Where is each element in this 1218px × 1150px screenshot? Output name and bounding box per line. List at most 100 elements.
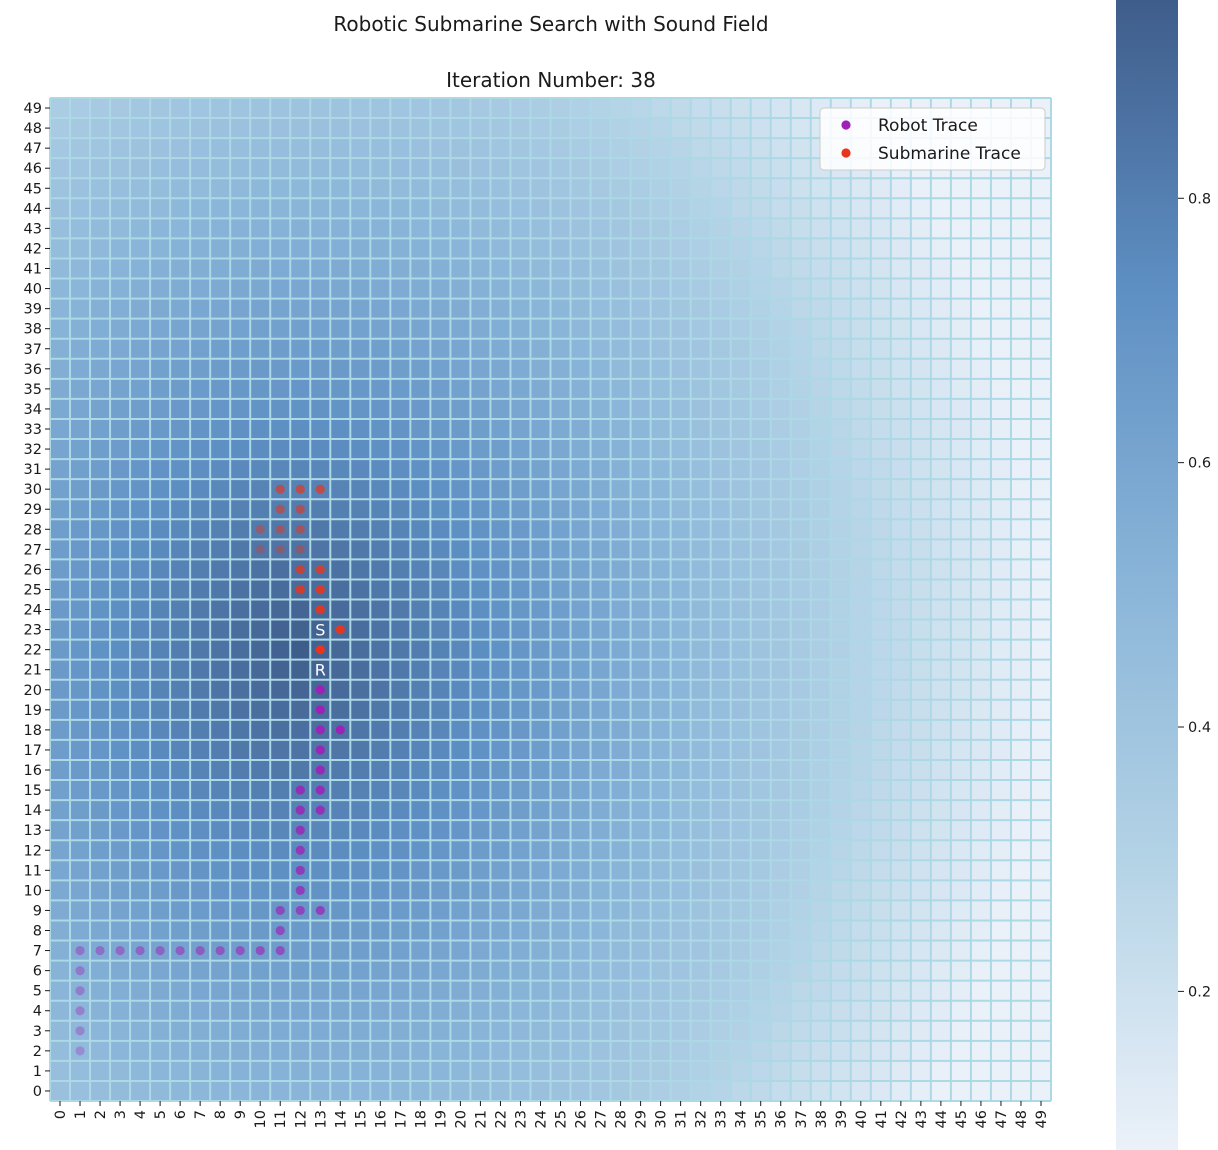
heatmap-cell [230,358,251,380]
heatmap-cell [230,439,251,460]
heatmap-cell [570,499,591,520]
heatmap-cell [810,418,832,440]
heatmap-cell [610,459,631,480]
heatmap-cell [970,699,992,721]
y-tick-label: 27 [24,542,42,558]
heatmap-cell [690,298,711,319]
heatmap-cell [130,1080,151,1102]
heatmap-cell [870,719,892,741]
heatmap-cell [750,699,772,721]
heatmap-cell [710,499,731,520]
heatmap-cell [90,940,111,961]
heatmap-cell [550,338,571,360]
heatmap-cell [50,739,71,761]
heatmap-cell [130,860,151,881]
heatmap-cell [610,619,631,640]
heatmap-cell [490,138,511,159]
heatmap-cell [650,739,671,761]
heatmap-cell [190,739,211,761]
heatmap-cell [670,579,691,600]
heatmap-cell [570,1060,591,1082]
heatmap-cell [770,679,792,701]
heatmap-cell [970,178,992,199]
heatmap-cell [490,940,511,961]
robot-trace-point [195,945,205,956]
heatmap-cell [950,318,972,340]
heatmap-cell [450,238,471,259]
heatmap-cell [690,539,711,560]
heatmap-cell [330,418,351,440]
heatmap-cell [430,138,451,159]
x-tick-label: 21 [473,1110,489,1128]
x-tick-label: 47 [994,1110,1010,1128]
heatmap-cell [110,559,131,580]
heatmap-cell [990,439,1012,460]
heatmap-cell [270,318,291,340]
heatmap-cell [970,820,992,841]
heatmap-cell [590,539,611,560]
heatmap-cell [1010,860,1032,881]
heatmap-cell [590,780,611,801]
heatmap-cell [370,338,391,360]
heatmap-cell [910,218,932,239]
heatmap-cell [790,198,812,219]
heatmap-cell [390,900,411,921]
heatmap-cell [890,960,912,981]
heatmap-cell [90,138,111,159]
heatmap-cell [890,439,912,460]
heatmap-cell [330,840,351,861]
heatmap-cell [330,800,351,821]
heatmap-cell [1010,378,1032,400]
heatmap-cell [110,178,131,199]
x-tick-label: 22 [493,1110,509,1128]
heatmap-cell [670,1080,691,1102]
heatmap-cell [570,298,591,319]
x-tick-label: 29 [634,1110,650,1128]
heatmap-cell [730,258,751,279]
heatmap-cell [650,820,671,841]
heatmap-cell [50,118,71,139]
heatmap-cell [950,759,972,781]
heatmap-cell [770,378,792,400]
heatmap-cell [90,840,111,861]
heatmap-cell [1030,639,1052,660]
heatmap-cell [490,539,511,560]
heatmap-cell [570,699,591,721]
heatmap-cell [710,258,731,279]
heatmap-cell [470,1080,491,1102]
heatmap-cell [610,1040,631,1062]
heatmap-cell [550,519,571,540]
heatmap-cell [110,138,131,159]
heatmap-cell [270,1060,291,1082]
heatmap-cell [410,358,431,380]
heatmap-cell [970,659,992,681]
heatmap-cell [750,860,772,881]
heatmap-cell [130,639,151,660]
x-tick-label: 23 [513,1110,529,1128]
heatmap-cell [210,218,231,239]
heatmap-cell [90,599,111,620]
heatmap-cell [390,459,411,480]
heatmap-cell [230,699,251,721]
heatmap-cell [470,519,491,540]
heatmap-cell [950,920,972,941]
heatmap-cell [610,599,631,620]
heatmap-cell [910,1020,932,1042]
heatmap-cell [630,659,651,681]
x-tick-label: 14 [333,1110,349,1128]
heatmap-cell [570,198,591,219]
heatmap-cell [350,138,371,159]
heatmap-cell [850,238,872,259]
heatmap-cell [330,479,351,500]
heatmap-cell [450,1080,471,1102]
heatmap-cell [470,398,491,420]
heatmap-cell [910,559,932,580]
heatmap-cell [430,258,451,279]
heatmap-cell [270,198,291,219]
robot-trace-point [75,966,85,976]
y-tick-label: 4 [33,1004,42,1020]
heatmap-cell [890,298,912,319]
heatmap-cell [370,820,391,841]
heatmap-cell [650,539,671,560]
heatmap-cell [630,118,651,139]
